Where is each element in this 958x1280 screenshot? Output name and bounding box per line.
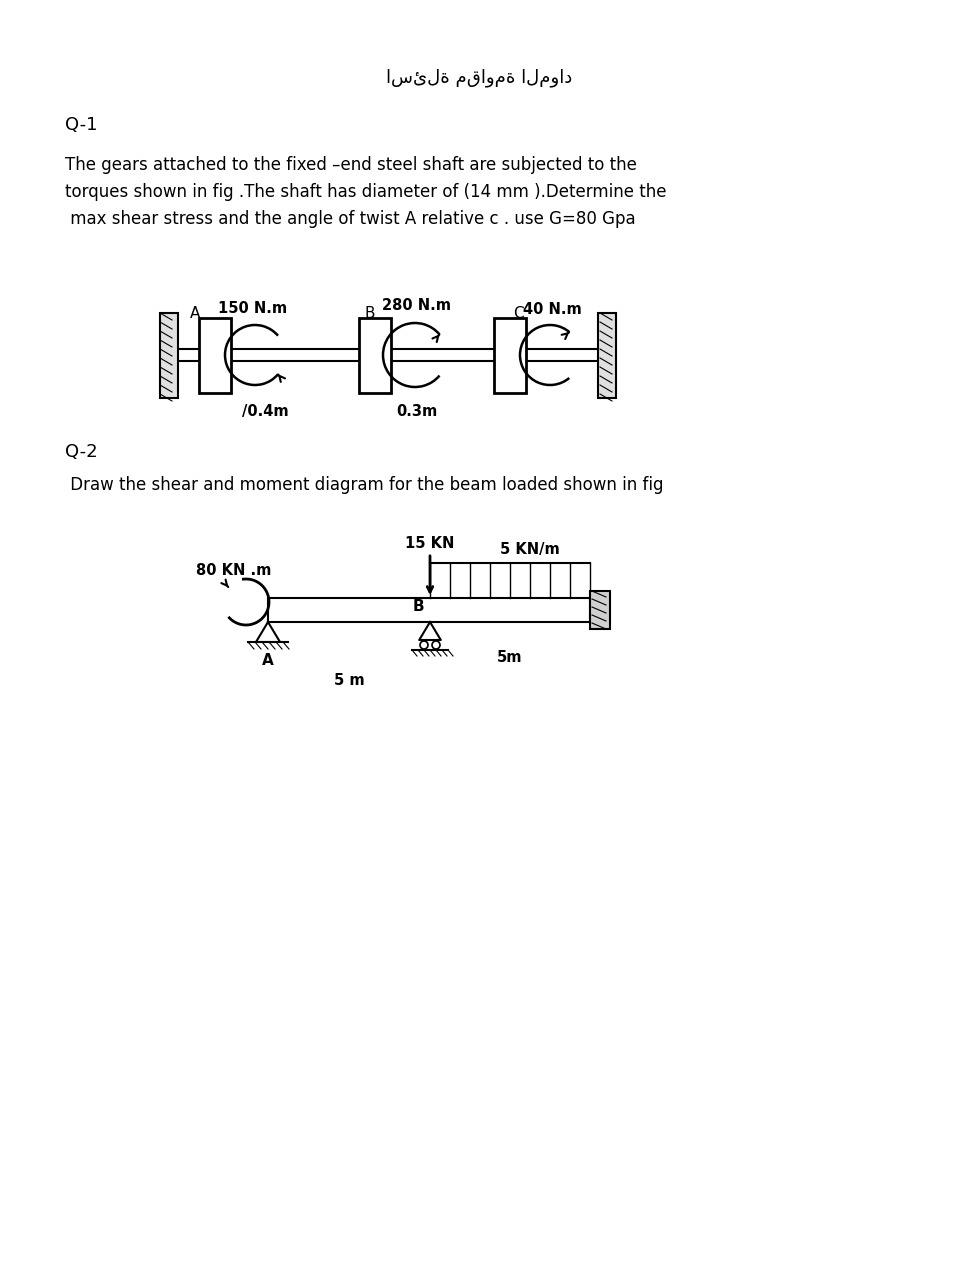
Text: max shear stress and the angle of twist A relative c . use G=80 Gpa: max shear stress and the angle of twist …: [65, 210, 635, 228]
Bar: [598, 314, 616, 398]
Text: Draw the shear and moment diagram for the beam loaded shown in fig: Draw the shear and moment diagram for th…: [65, 476, 664, 494]
Text: A: A: [190, 306, 200, 320]
Text: اسئلة مقاومة المواد: اسئلة مقاومة المواد: [386, 69, 572, 87]
Bar: [268, 598, 590, 622]
Circle shape: [432, 641, 440, 649]
Text: 0.3m: 0.3m: [397, 403, 438, 419]
Text: torques shown in fig .The shaft has diameter of (14 mm ).Determine the: torques shown in fig .The shaft has diam…: [65, 183, 667, 201]
Text: 5 m: 5 m: [333, 672, 364, 687]
Text: 15 KN: 15 KN: [405, 535, 455, 550]
Text: Q-1: Q-1: [65, 116, 98, 134]
Circle shape: [420, 641, 428, 649]
Bar: [160, 314, 178, 398]
Text: Q-2: Q-2: [65, 443, 98, 461]
Bar: [494, 317, 526, 393]
Text: B: B: [365, 306, 376, 320]
Text: The gears attached to the fixed –end steel shaft are subjected to the: The gears attached to the fixed –end ste…: [65, 156, 637, 174]
Bar: [590, 591, 610, 628]
Text: B: B: [412, 599, 423, 613]
Bar: [359, 317, 391, 393]
Text: C: C: [513, 306, 523, 320]
Bar: [199, 317, 231, 393]
Text: 5m: 5m: [497, 649, 523, 664]
Text: 40 N.m: 40 N.m: [523, 302, 582, 316]
Text: 280 N.m: 280 N.m: [382, 297, 451, 312]
Text: 80 KN .m: 80 KN .m: [196, 562, 272, 577]
Text: 5 KN/m: 5 KN/m: [500, 541, 559, 557]
Text: /0.4m: /0.4m: [241, 403, 288, 419]
Text: 150 N.m: 150 N.m: [218, 301, 287, 315]
Text: A: A: [262, 653, 274, 667]
